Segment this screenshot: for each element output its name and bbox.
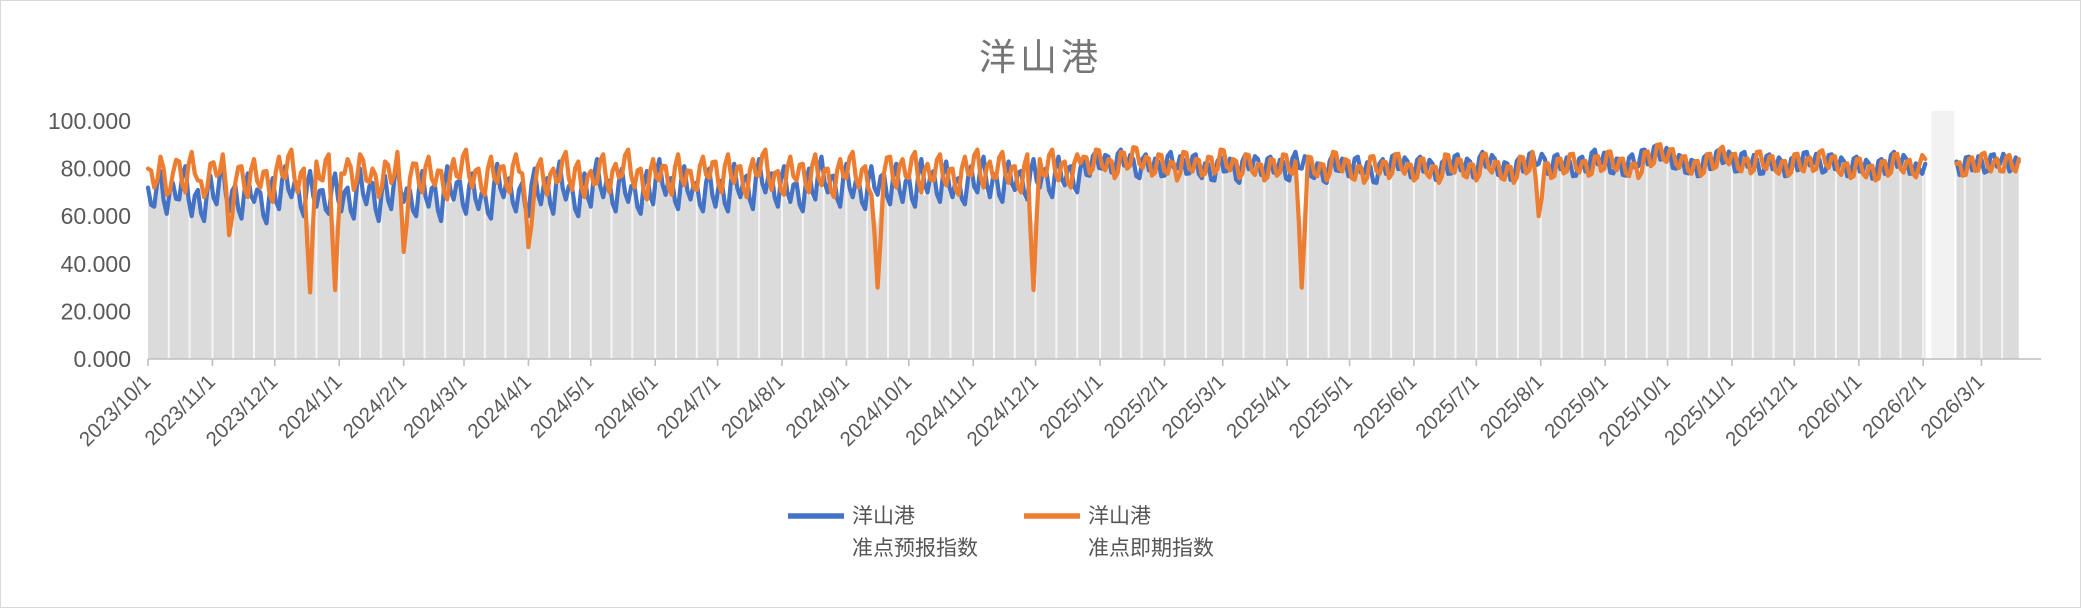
x-axis[interactable]	[147, 358, 2041, 366]
legend-line-swatch-orange	[1024, 513, 1080, 519]
data-gap-band	[1931, 111, 1955, 359]
legend-label-line1: 洋山港	[1088, 505, 1151, 528]
x-tick-label: 2025/4/1	[1222, 370, 1295, 443]
x-tick-label: 2025/1/1	[1035, 370, 1108, 443]
chart-title[interactable]: 洋山港	[979, 37, 1102, 78]
y-tick-label: 0.000	[73, 346, 131, 372]
y-tick-label: 100.000	[48, 108, 131, 134]
x-tick-label: 2025/5/1	[1284, 370, 1357, 443]
x-tick-label: 2026/2/1	[1858, 370, 1931, 443]
gray-area-fill	[148, 144, 2019, 359]
legend: 洋山港 准点预报指数 洋山港 准点即期指数	[1, 501, 2080, 581]
x-axis-labels: 2023/10/12023/11/12023/12/12024/1/12024/…	[75, 370, 1989, 451]
x-tick-label: 2025/8/1	[1476, 370, 1549, 443]
x-tick-label: 2026/1/1	[1794, 370, 1867, 443]
x-tick-label: 2025/6/1	[1349, 370, 1422, 443]
x-tick-label: 2024/8/1	[717, 370, 790, 443]
x-tick-label: 2024/6/1	[590, 370, 663, 443]
y-tick-label: 60.000	[61, 203, 131, 229]
y-tick-label: 80.000	[61, 156, 131, 182]
legend-entry-forecast-index[interactable]: 洋山港 准点预报指数	[788, 501, 978, 565]
series-line-spot-index	[145, 142, 2021, 295]
legend-line-swatch-blue	[788, 513, 844, 519]
x-tick-label: 2024/4/1	[463, 370, 536, 443]
y-tick-label: 40.000	[61, 251, 131, 277]
legend-label-line2: 准点即期指数	[1088, 537, 1214, 560]
legend-label-line2: 准点预报指数	[852, 537, 978, 560]
x-tick-label: 2025/7/1	[1411, 370, 1484, 443]
x-tick-label: 2024/5/1	[526, 370, 599, 443]
x-tick-label: 2024/1/1	[274, 370, 347, 443]
legend-entry-spot-index[interactable]: 洋山港 准点即期指数	[1024, 501, 1214, 565]
y-tick-label: 20.000	[61, 298, 131, 324]
x-tick-label: 2025/2/1	[1099, 370, 1172, 443]
x-tick-label: 2024/3/1	[399, 370, 472, 443]
x-tick-label: 2024/2/1	[339, 370, 412, 443]
legend-label-line1: 洋山港	[852, 505, 915, 528]
x-tick-label: 2025/3/1	[1158, 370, 1231, 443]
y-axis[interactable]: 0.000 20.000 40.000 60.000 80.000 100.000	[48, 108, 131, 372]
x-tick-label: 2026/3/1	[1916, 370, 1989, 443]
x-tick-label: 2023/10/1	[75, 370, 156, 451]
x-tick-label: 2024/7/1	[652, 370, 725, 443]
